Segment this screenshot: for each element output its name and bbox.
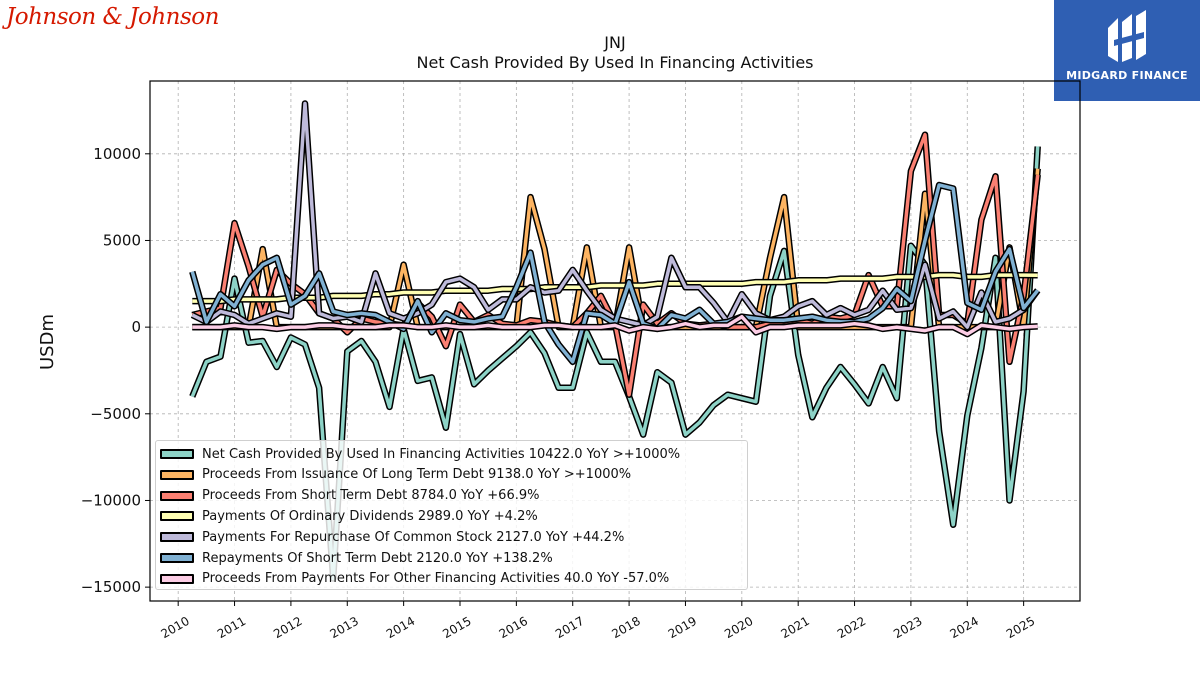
legend-item: Proceeds From Payments For Other Financi… xyxy=(160,569,669,589)
x-tick-label: 2018 xyxy=(609,614,642,641)
x-tick-label: 2012 xyxy=(271,614,304,641)
legend-item: Proceeds From Issuance Of Long Term Debt… xyxy=(160,465,631,485)
series-line-payments-of-ordinary-dividends xyxy=(192,273,1038,303)
legend-label: Payments Of Ordinary Dividends 2989.0 Yo… xyxy=(202,508,538,524)
x-tick-label: 2011 xyxy=(215,614,248,641)
legend-item: Payments For Repurchase Of Common Stock … xyxy=(160,527,624,547)
legend-swatch xyxy=(160,469,194,480)
legend-item: Repayments Of Short Term Debt 2120.0 YoY… xyxy=(160,548,553,568)
legend-label: Proceeds From Short Term Debt 8784.0 YoY… xyxy=(202,488,540,504)
y-tick-label: −5000 xyxy=(90,405,141,423)
legend-item: Proceeds From Short Term Debt 8784.0 YoY… xyxy=(160,486,539,506)
x-tick-label: 2013 xyxy=(328,614,361,641)
legend-swatch xyxy=(160,449,194,459)
midgard-finance-name: MIDGARD FINANCE xyxy=(1066,69,1188,82)
legend: Net Cash Provided By Used In Financing A… xyxy=(155,440,748,590)
midgard-finance-logo: MIDGARD FINANCE xyxy=(1054,0,1200,101)
legend-label: Proceeds From Issuance Of Long Term Debt… xyxy=(202,467,632,483)
x-tick-label: 2025 xyxy=(1004,614,1037,641)
x-tick-label: 2014 xyxy=(384,614,417,641)
x-tick-label: 2020 xyxy=(722,614,755,641)
x-tick-label: 2021 xyxy=(778,614,811,641)
x-tick-label: 2016 xyxy=(497,614,530,641)
johnson-and-johnson-logo: Johnson & Johnson xyxy=(6,4,219,30)
midgard-logo-icon xyxy=(1108,10,1146,62)
x-tick-label: 2019 xyxy=(666,614,699,641)
series-line-proceeds-from-payments-for-other-financing-activities xyxy=(192,314,1038,336)
y-tick-label: 0 xyxy=(131,318,141,336)
y-tick-label: 5000 xyxy=(103,231,141,249)
x-tick-label: 2024 xyxy=(948,614,981,641)
legend-label: Proceeds From Payments For Other Financi… xyxy=(202,571,670,587)
x-tick-label: 2023 xyxy=(891,614,924,641)
legend-item: Payments Of Ordinary Dividends 2989.0 Yo… xyxy=(160,506,538,526)
legend-swatch xyxy=(160,511,194,522)
x-tick-label: 2017 xyxy=(553,614,586,641)
chart-title: JNJ xyxy=(604,33,626,52)
x-tick-label: 2022 xyxy=(835,614,868,641)
x-tick-label: 2015 xyxy=(440,614,473,641)
y-tick-label: 10000 xyxy=(93,145,141,163)
legend-swatch xyxy=(160,573,194,584)
plot-frame xyxy=(149,80,1081,602)
y-tick-label: −15000 xyxy=(81,578,141,596)
legend-label: Net Cash Provided By Used In Financing A… xyxy=(202,446,681,462)
legend-label: Repayments Of Short Term Debt 2120.0 YoY… xyxy=(202,550,553,566)
y-tick-label: −10000 xyxy=(81,491,141,509)
legend-swatch xyxy=(160,532,194,543)
legend-swatch xyxy=(160,490,194,501)
x-tick-label: 2010 xyxy=(158,614,191,641)
legend-item: Net Cash Provided By Used In Financing A… xyxy=(160,444,680,464)
y-axis-label: USDm xyxy=(37,314,58,370)
chart-subtitle: Net Cash Provided By Used In Financing A… xyxy=(416,53,814,72)
legend-swatch xyxy=(160,553,194,563)
legend-label: Payments For Repurchase Of Common Stock … xyxy=(202,529,625,545)
